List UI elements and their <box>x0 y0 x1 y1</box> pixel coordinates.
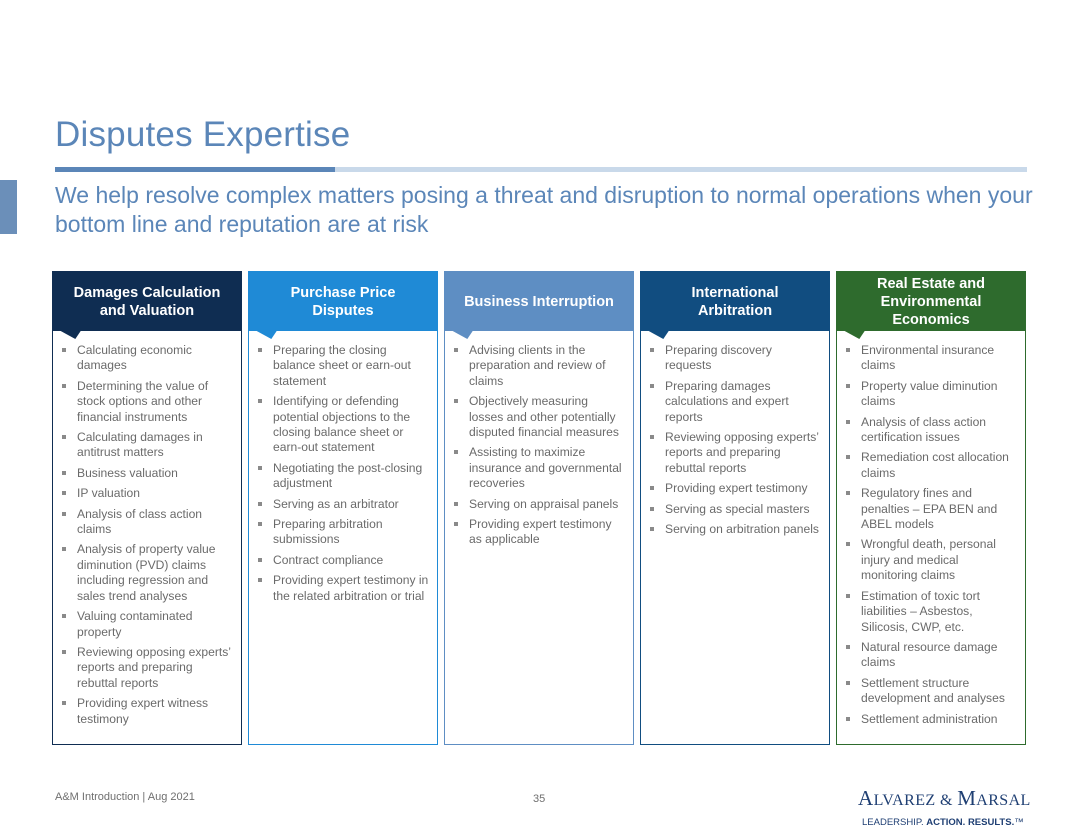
list-item: Regulatory fines and penalties – EPA BEN… <box>843 486 1017 532</box>
list-item: IP valuation <box>59 486 233 501</box>
list-item: Business valuation <box>59 466 233 481</box>
header-notch <box>60 331 86 339</box>
logo-letters: LVAREZ & <box>873 792 958 809</box>
list-item: Analysis of class action certification i… <box>843 415 1017 446</box>
list-item: Negotiating the post-closing adjustment <box>255 461 429 492</box>
title-underline <box>55 167 1027 172</box>
list-item: Determining the value of stock options a… <box>59 379 233 425</box>
column-header: Purchase Price Disputes <box>249 272 437 339</box>
list-item: Serving as an arbitrator <box>255 497 429 512</box>
list-item: Serving on arbitration panels <box>647 522 821 537</box>
list-item: Providing expert testimony in the relate… <box>255 573 429 604</box>
header-notch <box>452 331 478 339</box>
list-item: Calculating economic damages <box>59 343 233 374</box>
list-item: Natural resource damage claims <box>843 640 1017 671</box>
page-title: Disputes Expertise <box>55 115 351 154</box>
list-item: Objectively measuring losses and other p… <box>451 394 625 440</box>
logo-letters: ARSAL <box>976 792 1031 809</box>
logo-letter: A <box>858 786 874 810</box>
side-accent-tab <box>0 180 17 234</box>
tagline-mark: ™ <box>1014 817 1024 828</box>
column-item-list: Preparing discovery requests Preparing da… <box>641 331 829 537</box>
list-item: Settlement structure development and ana… <box>843 676 1017 707</box>
list-item: Preparing damages calculations and exper… <box>647 379 821 425</box>
alvarez-marsal-logo: ALVAREZ & MARSAL LEADERSHIP. ACTION. RES… <box>858 786 1058 828</box>
list-item: Advising clients in the preparation and … <box>451 343 625 389</box>
column-header: Real Estate and Environmental Economics <box>837 272 1025 339</box>
list-item: Settlement administration <box>843 712 1017 727</box>
list-item: Preparing arbitration submissions <box>255 517 429 548</box>
column-purchase-price-disputes: Purchase Price Disputes Preparing the cl… <box>248 271 438 745</box>
header-notch <box>844 331 870 339</box>
list-item: Reviewing opposing experts’ reports and … <box>59 645 233 691</box>
list-item: Estimation of toxic tort liabilities – A… <box>843 589 1017 635</box>
column-real-estate-environmental: Real Estate and Environmental Economics … <box>836 271 1026 745</box>
expertise-columns: Damages Calculation and Valuation Calcul… <box>52 271 1028 745</box>
list-item: Analysis of property value diminution (P… <box>59 542 233 604</box>
logo-letter: M <box>957 786 977 810</box>
list-item: Wrongful death, personal injury and medi… <box>843 537 1017 583</box>
column-header-label: Purchase Price Disputes <box>290 284 396 319</box>
column-header-label: Damages Calculation and Valuation <box>73 284 221 319</box>
tagline-bold: ACTION. RESULTS. <box>926 817 1015 828</box>
title-underline-accent <box>55 167 335 172</box>
logo-wordmark: ALVAREZ & MARSAL <box>858 786 1058 811</box>
list-item: Preparing discovery requests <box>647 343 821 374</box>
list-item: Providing expert testimony as applicable <box>451 517 625 548</box>
column-item-list: Preparing the closing balance sheet or e… <box>249 331 437 604</box>
list-item: Valuing contaminated property <box>59 609 233 640</box>
list-item: Remediation cost allocation claims <box>843 450 1017 481</box>
list-item: Calculating damages in antitrust matters <box>59 430 233 461</box>
column-damages-calculation: Damages Calculation and Valuation Calcul… <box>52 271 242 745</box>
page-number: 35 <box>533 793 546 805</box>
list-item: Serving as special masters <box>647 502 821 517</box>
column-business-interruption: Business Interruption Advising clients i… <box>444 271 634 745</box>
list-item: Providing expert testimony <box>647 481 821 496</box>
header-notch <box>648 331 674 339</box>
list-item: Providing expert witness testimony <box>59 696 233 727</box>
list-item: Preparing the closing balance sheet or e… <box>255 343 429 389</box>
column-header: International Arbitration <box>641 272 829 339</box>
footer-text: A&M Introduction | Aug 2021 <box>55 791 195 803</box>
column-header: Business Interruption <box>445 272 633 339</box>
column-header-label: International Arbitration <box>691 284 779 319</box>
column-international-arbitration: International Arbitration Preparing disc… <box>640 271 830 745</box>
list-item: Analysis of class action claims <box>59 507 233 538</box>
column-header: Damages Calculation and Valuation <box>53 272 241 339</box>
list-item: Serving on appraisal panels <box>451 497 625 512</box>
list-item: Property value diminution claims <box>843 379 1017 410</box>
page-subtitle: We help resolve complex matters posing a… <box>55 182 1033 237</box>
column-header-label: Real Estate and Environmental Economics <box>877 275 985 328</box>
tagline-normal: LEADERSHIP. <box>862 817 927 828</box>
list-item: Reviewing opposing experts’ reports and … <box>647 430 821 476</box>
column-item-list: Calculating economic damages Determining … <box>53 331 241 727</box>
list-item: Environmental insurance claims <box>843 343 1017 374</box>
column-item-list: Advising clients in the preparation and … <box>445 331 633 548</box>
logo-tagline: LEADERSHIP. ACTION. RESULTS.™ <box>862 817 1058 828</box>
header-notch <box>256 331 282 339</box>
list-item: Contract compliance <box>255 553 429 568</box>
column-header-label: Business Interruption <box>464 293 614 310</box>
list-item: Identifying or defending potential objec… <box>255 394 429 456</box>
list-item: Assisting to maximize insurance and gove… <box>451 445 625 491</box>
column-item-list: Environmental insurance claims Property v… <box>837 331 1025 727</box>
